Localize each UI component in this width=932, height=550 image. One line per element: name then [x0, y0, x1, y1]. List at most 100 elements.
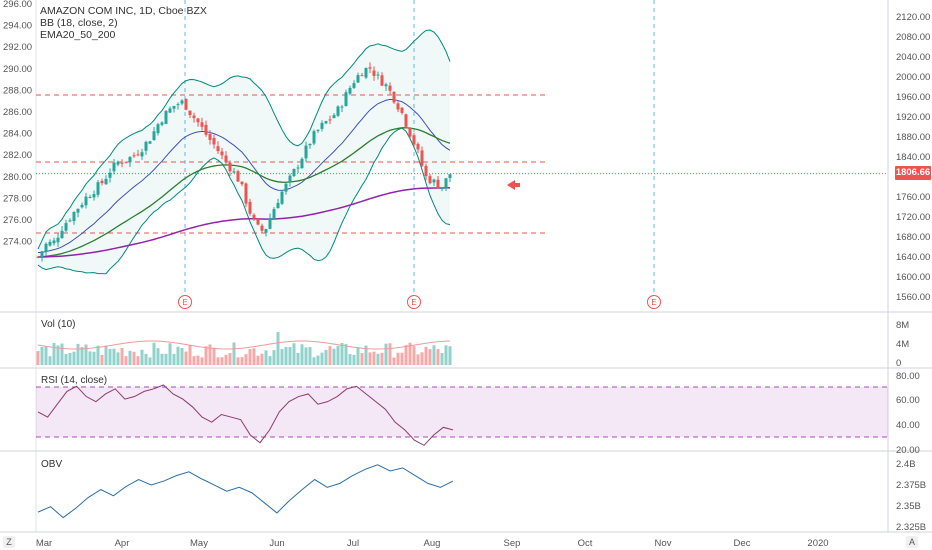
- rsi-band: [36, 387, 888, 437]
- zoom-button[interactable]: Z: [3, 536, 15, 548]
- volume-bar: [436, 349, 440, 365]
- volume-bar: [208, 344, 212, 365]
- obv-line: [37, 464, 454, 519]
- volume-bar: [392, 357, 396, 365]
- candle-body: [356, 75, 360, 83]
- vol-pane-label[interactable]: Vol (10): [41, 319, 76, 330]
- legend-symbol[interactable]: AMAZON COM INC, 1D, Cboe BZX: [40, 5, 207, 17]
- rsi-axis-tick: 40.00: [896, 420, 920, 431]
- candle-body: [212, 137, 216, 145]
- candle-body: [304, 145, 308, 159]
- volume-bar: [280, 349, 284, 365]
- candle-body: [344, 92, 348, 107]
- volume-bar: [192, 356, 196, 365]
- rsi-axis-tick: 20.00: [896, 445, 920, 456]
- volume-bar: [348, 354, 352, 365]
- volume-bar: [88, 351, 92, 365]
- candle-body: [124, 161, 128, 163]
- volume-bar: [300, 344, 304, 365]
- candle-body: [196, 118, 200, 123]
- obv-axis-tick: 2.375B: [896, 480, 926, 491]
- volume-bar: [248, 349, 252, 365]
- rsi-pane-label[interactable]: RSI (14, close): [41, 375, 108, 386]
- candle-body: [52, 240, 56, 244]
- volume-bar: [204, 346, 208, 365]
- right-axis-tick: 1560.00: [896, 292, 930, 303]
- candle-body: [112, 162, 116, 172]
- candle-body: [328, 119, 332, 121]
- candle-body: [120, 162, 124, 164]
- left-axis-tick: 290.00: [3, 64, 32, 75]
- vol-axis-tick: 0: [896, 358, 901, 369]
- right-axis-tick: 1640.00: [896, 252, 930, 263]
- volume-bar: [448, 346, 452, 365]
- left-axis-tick: 284.00: [3, 129, 32, 140]
- candle-body: [432, 179, 436, 183]
- candle-body: [276, 202, 280, 209]
- ema200-line: [37, 187, 451, 258]
- volume-ma-line: [37, 340, 451, 350]
- price-arrow-icon: [507, 180, 520, 190]
- candle-body: [368, 67, 372, 69]
- vol-axis-tick: 8M: [896, 320, 909, 331]
- time-axis-tick: May: [190, 538, 208, 549]
- volume-bar: [68, 352, 72, 365]
- earnings-marker[interactable]: E: [647, 295, 661, 309]
- candle-body: [380, 75, 384, 86]
- volume-bar: [288, 347, 292, 365]
- left-axis-tick: 288.00: [3, 85, 32, 96]
- candle-body: [236, 171, 240, 182]
- candle-body: [400, 107, 404, 113]
- earnings-marker[interactable]: E: [407, 295, 421, 309]
- volume-bar: [124, 356, 128, 365]
- volume-bar: [316, 355, 320, 365]
- right-axis-tick: 1880.00: [896, 132, 930, 143]
- right-axis-tick: 1680.00: [896, 232, 930, 243]
- candle-body: [88, 196, 92, 198]
- volume-bar: [132, 351, 136, 365]
- right-axis-tick: 1960.00: [896, 92, 930, 103]
- candle-body: [340, 106, 344, 108]
- candle-body: [348, 88, 352, 94]
- chart-legend: AMAZON COM INC, 1D, Cboe BZX BB (18, clo…: [40, 5, 207, 41]
- candle-body: [168, 108, 172, 113]
- volume-bar: [328, 346, 332, 365]
- candle-body: [360, 75, 364, 77]
- auto-scale-button[interactable]: A: [906, 536, 918, 548]
- candle-body: [156, 124, 160, 134]
- legend-bb[interactable]: BB (18, close, 2): [40, 17, 118, 29]
- candle-body: [160, 122, 164, 125]
- legend-ema[interactable]: EMA20_50_200: [40, 29, 116, 41]
- volume-bar: [60, 343, 64, 365]
- obv-axis-tick: 2.325B: [896, 522, 926, 533]
- candle-body: [44, 243, 48, 252]
- candle-body: [428, 176, 432, 184]
- candle-body: [60, 230, 64, 239]
- candle-body: [240, 181, 244, 185]
- rsi-axis-tick: 80.00: [896, 371, 920, 382]
- candle-body: [388, 85, 392, 91]
- volume-bar: [244, 354, 248, 365]
- candle-body: [72, 212, 76, 222]
- volume-bar: [228, 353, 232, 365]
- candle-body: [416, 143, 420, 150]
- obv-pane-label[interactable]: OBV: [41, 459, 63, 470]
- candle-body: [96, 182, 100, 195]
- volume-bar: [172, 353, 176, 365]
- earnings-marker[interactable]: E: [178, 295, 192, 309]
- candle-body: [140, 152, 144, 157]
- vol-axis-tick: 4M: [896, 339, 909, 350]
- volume-bar: [388, 343, 392, 365]
- right-axis-tick: 2080.00: [896, 32, 930, 43]
- left-axis-tick: 292.00: [3, 42, 32, 53]
- volume-bar: [260, 353, 264, 365]
- time-axis-tick: Oct: [578, 538, 593, 549]
- candle-body: [68, 220, 72, 222]
- volume-bar: [40, 346, 44, 365]
- volume-bar: [424, 346, 428, 365]
- right-axis-tick: 1600.00: [896, 272, 930, 283]
- candle-body: [104, 178, 108, 185]
- volume-bar: [400, 352, 404, 365]
- candle-body: [444, 178, 448, 189]
